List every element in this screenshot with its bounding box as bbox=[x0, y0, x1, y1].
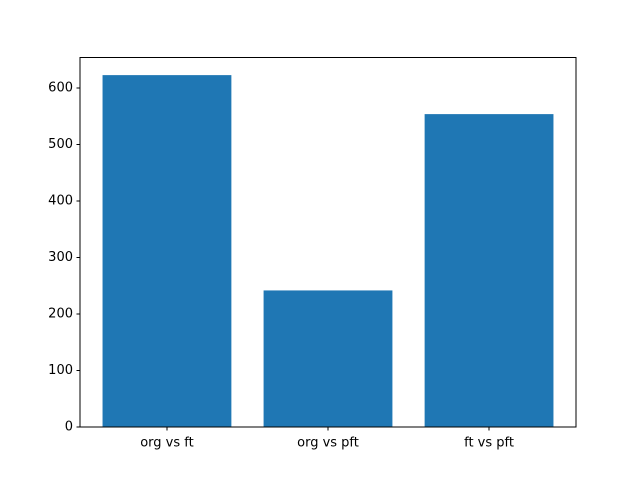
y-tick-label: 500 bbox=[48, 137, 73, 152]
bar-org-vs-pft bbox=[263, 290, 393, 428]
y-tick-label: 100 bbox=[48, 363, 73, 378]
y-tick-label: 300 bbox=[48, 250, 73, 265]
bar-org-vs-ft bbox=[102, 75, 232, 428]
y-tick-label: 400 bbox=[48, 194, 73, 209]
x-tick-label: org vs pft bbox=[297, 436, 359, 451]
y-tick-label: 200 bbox=[48, 307, 73, 322]
bar-ft-vs-pft bbox=[424, 114, 554, 428]
y-tick-label: 0 bbox=[65, 420, 73, 435]
x-tick-label: org vs ft bbox=[140, 436, 194, 451]
x-tick-label: ft vs pft bbox=[464, 436, 514, 451]
y-tick-label: 600 bbox=[48, 81, 73, 96]
